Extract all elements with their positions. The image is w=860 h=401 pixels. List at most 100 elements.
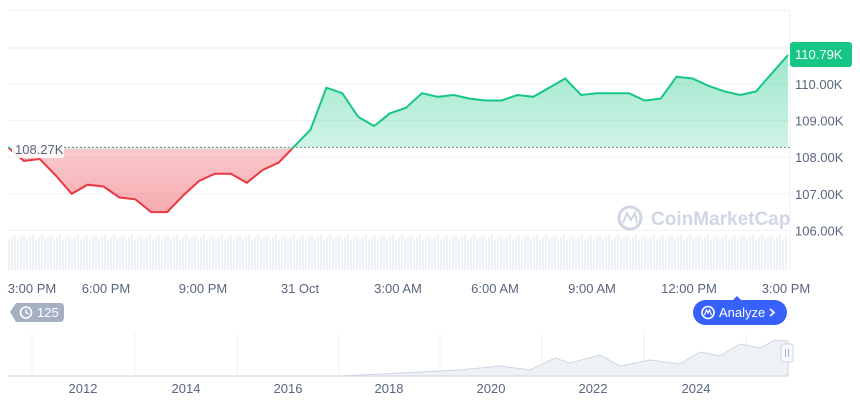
volume-bar <box>755 238 757 270</box>
volume-bar <box>611 238 613 270</box>
volume-bar <box>284 235 286 270</box>
volume-bar <box>422 238 424 270</box>
volume-bar <box>86 235 88 270</box>
volume-bar <box>65 237 67 270</box>
volume-bar <box>131 235 133 270</box>
volume-bar <box>251 238 253 270</box>
history-badge[interactable]: 125 <box>10 303 64 322</box>
volume-bar <box>770 235 772 270</box>
volume-bar <box>74 237 76 270</box>
volume-bar <box>608 235 610 270</box>
x-tick-label: 6:00 AM <box>471 281 519 296</box>
volume-bar <box>242 238 244 270</box>
volume-bar <box>635 235 637 270</box>
analyze-pointer <box>733 296 741 300</box>
volume-bar <box>578 237 580 270</box>
y-tick-label: 107.00K <box>795 187 844 202</box>
last-price-text: 110.79K <box>795 47 843 62</box>
volume-bar <box>356 235 358 270</box>
range-navigator[interactable]: 2012 2014 2016 2018 2020 2022 2024 <box>8 333 794 396</box>
analyze-button-label: Analyze <box>719 305 765 320</box>
volume-bar <box>59 235 61 270</box>
volume-bar <box>452 237 454 270</box>
volume-bar <box>740 237 742 270</box>
volume-bar <box>395 238 397 270</box>
volume-bar <box>101 237 103 270</box>
volume-bar <box>749 237 751 270</box>
price-point <box>563 77 567 81</box>
x-tick-label: 3:00 PM <box>8 281 56 296</box>
volume-bar <box>443 237 445 270</box>
price-point <box>165 210 169 214</box>
volume-bar <box>632 237 634 270</box>
price-point <box>340 91 344 95</box>
price-point <box>181 194 185 198</box>
volume-bar <box>50 235 52 270</box>
volume-bar <box>440 238 442 270</box>
volume-bar <box>17 238 19 270</box>
volume-bar <box>350 238 352 270</box>
price-point <box>675 75 679 79</box>
volume-bar <box>302 235 304 270</box>
volume-bar <box>365 235 367 270</box>
volume-bar <box>566 238 568 270</box>
price-point <box>531 95 535 99</box>
volume-bar <box>587 237 589 270</box>
price-point <box>436 95 440 99</box>
price-point <box>229 172 233 176</box>
x-tick-label: 31 Oct <box>281 281 320 296</box>
volume-bar <box>689 235 691 270</box>
area-above-baseline <box>8 55 788 149</box>
volume-bar <box>491 235 493 270</box>
cmc-logo-icon <box>617 205 643 231</box>
volume-bar <box>296 238 298 270</box>
y-axis: 110.00K 109.00K 108.00K 107.00K 106.00K <box>795 77 844 238</box>
volume-bar <box>338 235 340 270</box>
price-point <box>770 71 774 75</box>
volume-bar <box>329 235 331 270</box>
volume-bar <box>206 238 208 270</box>
volume-bar <box>596 237 598 270</box>
volume-bar <box>692 238 694 270</box>
volume-bar <box>389 237 391 270</box>
volume-bar <box>629 238 631 270</box>
volume-bar <box>515 237 517 270</box>
volume-bar <box>236 237 238 270</box>
volume-bar <box>326 237 328 270</box>
volume-bar <box>14 235 16 270</box>
volume-bar <box>305 238 307 270</box>
price-point <box>213 172 217 176</box>
price-point <box>388 111 392 115</box>
volume-bar <box>518 235 520 270</box>
volume-bar <box>686 237 688 270</box>
volume-bar <box>47 237 49 270</box>
navigator-handle[interactable] <box>780 343 794 363</box>
volume-bar <box>11 237 13 270</box>
volume-bar <box>8 238 10 270</box>
volume-bar <box>203 235 205 270</box>
volume-bar <box>320 235 322 270</box>
volume-bar <box>416 237 418 270</box>
price-line-down <box>8 148 294 214</box>
volume-bar <box>494 238 496 270</box>
volume-bar <box>662 235 664 270</box>
navigator-year-axis: 2012 2014 2016 2018 2020 2022 2024 <box>69 381 711 396</box>
volume-bar <box>200 237 202 270</box>
price-point <box>595 91 599 95</box>
price-point <box>452 93 456 97</box>
volume-bar <box>512 238 514 270</box>
volume-bar <box>209 237 211 270</box>
volume-bar <box>371 237 373 270</box>
navigator-year-label: 2012 <box>69 381 98 396</box>
volume-bar <box>638 238 640 270</box>
navigator-year-label: 2024 <box>682 381 711 396</box>
volume-bar <box>194 235 196 270</box>
volume-bar <box>542 237 544 270</box>
last-price-bg <box>790 42 852 67</box>
volume-bar <box>398 237 400 270</box>
analyze-button[interactable]: Analyze <box>693 296 787 325</box>
volume-bar <box>80 238 82 270</box>
price-point <box>308 128 312 132</box>
price-point <box>324 86 328 90</box>
